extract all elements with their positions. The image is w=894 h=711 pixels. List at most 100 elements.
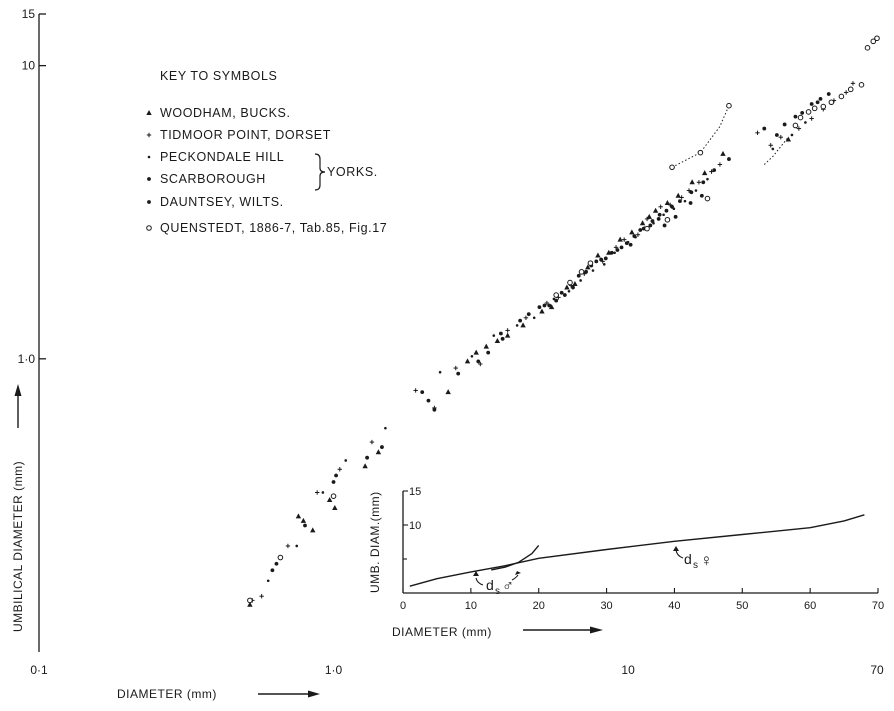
data-point-peckondale [613, 251, 616, 255]
data-point-quenstedt [797, 114, 804, 121]
data-point-scarborough [274, 561, 279, 566]
data-point-woodham [572, 280, 578, 286]
data-point-dauntsey [594, 259, 599, 264]
data-point-scarborough [688, 201, 693, 205]
data-point-dauntsey [678, 199, 682, 204]
data-point-quenstedt [330, 493, 337, 499]
data-point-dauntsey [624, 241, 629, 246]
data-point-scarborough [638, 228, 643, 232]
main-y-tick-label: 1·0 [18, 352, 36, 366]
data-point-peckondale [515, 324, 519, 327]
data-point-tidmoor [686, 188, 692, 193]
data-point-tidmoor [778, 135, 784, 140]
data-point-woodham [639, 220, 646, 226]
data-point-tidmoor [413, 388, 418, 393]
data-point-woodham [483, 343, 489, 349]
data-point-dauntsey [632, 234, 637, 239]
data-point-dauntsey [793, 114, 798, 119]
legend-marker-tidmoor [146, 132, 152, 138]
data-point-tidmoor [755, 130, 760, 136]
data-point-peckondale [790, 133, 794, 137]
data-point-quenstedt [669, 164, 675, 171]
data-point-quenstedt [874, 35, 880, 42]
data-point-woodham [689, 179, 695, 185]
data-point-quenstedt [578, 269, 585, 275]
data-point-woodham [504, 332, 511, 338]
series-dauntsey [270, 97, 823, 573]
data-point-dauntsey [689, 190, 694, 195]
data-point-quenstedt [664, 216, 671, 223]
data-point-scarborough [499, 331, 503, 336]
data-point-woodham [362, 463, 368, 469]
data-point-peckondale [266, 579, 270, 583]
legend-label-woodham: WOODHAM, BUCKS. [160, 106, 291, 120]
legend-marker-peckondale [147, 155, 151, 159]
data-point-scarborough [826, 92, 831, 96]
data-point-woodham [375, 449, 382, 455]
inset-x-tick-label: 10 [465, 600, 477, 612]
data-point-dauntsey [303, 523, 307, 528]
inset-axes [402, 491, 878, 594]
data-point-tidmoor [259, 593, 264, 599]
data-point-dauntsey [774, 133, 779, 137]
data-point-woodham [332, 504, 338, 510]
data-point-scarborough [673, 214, 678, 219]
legend: KEY TO SYMBOLS WOODHAM, BUCKS. TIDMOOR PO… [146, 69, 387, 235]
data-point-peckondale [344, 459, 348, 462]
data-point-tidmoor [809, 116, 814, 121]
legend-marker-woodham [146, 110, 152, 115]
data-point-scarborough [800, 110, 805, 115]
data-point-peckondale [532, 316, 536, 320]
data-point-scarborough [648, 223, 653, 228]
legend-label-peckondale: PECKONDALE HILL [160, 150, 284, 164]
inset-x-tick-label: 0 [400, 600, 406, 612]
main-tick-marks [39, 13, 46, 360]
inset-x-tick-label: 20 [533, 600, 545, 612]
inset-series-lines [409, 514, 865, 587]
data-point-quenstedt [828, 99, 835, 106]
legend-marker-quenstedt [146, 225, 152, 231]
legend-marker-dauntsey [147, 200, 151, 204]
data-point-dauntsey [334, 473, 338, 478]
data-point-scarborough [331, 480, 336, 484]
data-point-peckondale [602, 263, 606, 266]
data-point-woodham [520, 322, 526, 328]
data-point-scarborough [699, 193, 704, 198]
data-point-tidmoor [621, 237, 627, 242]
main-x-tick-label: 0·1 [30, 663, 48, 677]
data-point-tidmoor [505, 328, 510, 333]
inset-x-tick-label: 40 [668, 600, 680, 612]
inset-x-tick-label: 30 [600, 600, 612, 612]
data-point-dauntsey [432, 407, 437, 412]
data-point-scarborough [609, 250, 614, 255]
legend-marker-scarborough [147, 177, 151, 181]
annotation-ds-male-d: d [486, 577, 494, 593]
data-point-tidmoor [314, 490, 320, 495]
data-point-scarborough [656, 217, 661, 221]
annotation-ds-female: d s ♀ [673, 546, 713, 571]
data-point-peckondale [591, 269, 595, 272]
data-point-quenstedt [567, 279, 573, 286]
data-point-dauntsey [650, 219, 655, 223]
main-y-tick-label: 10 [22, 59, 36, 73]
inset-y-tick-label: 10 [409, 520, 421, 532]
annotation-ds-female-d: d [684, 551, 692, 567]
annotation-ds-male-symbol: ♂ [502, 578, 514, 595]
data-point-dauntsey [603, 256, 608, 261]
main-x-tick-label: 1·0 [325, 663, 343, 677]
data-point-dauntsey [456, 371, 461, 376]
data-point-woodham [785, 136, 792, 142]
data-point-quenstedt [847, 86, 854, 93]
data-point-dauntsey [712, 168, 717, 173]
data-point-dauntsey [664, 208, 669, 213]
data-point-woodham [585, 264, 591, 270]
series-woodham [247, 136, 792, 607]
data-point-quenstedt [858, 82, 865, 88]
data-point-quenstedt [864, 45, 871, 51]
dotted-curve [763, 136, 789, 165]
data-point-dauntsey [762, 126, 767, 131]
yorks-brace [314, 153, 326, 191]
series-tidmoor [250, 81, 856, 603]
inset-y-axis-title: UMB. DIAM.(mm) [368, 491, 382, 593]
